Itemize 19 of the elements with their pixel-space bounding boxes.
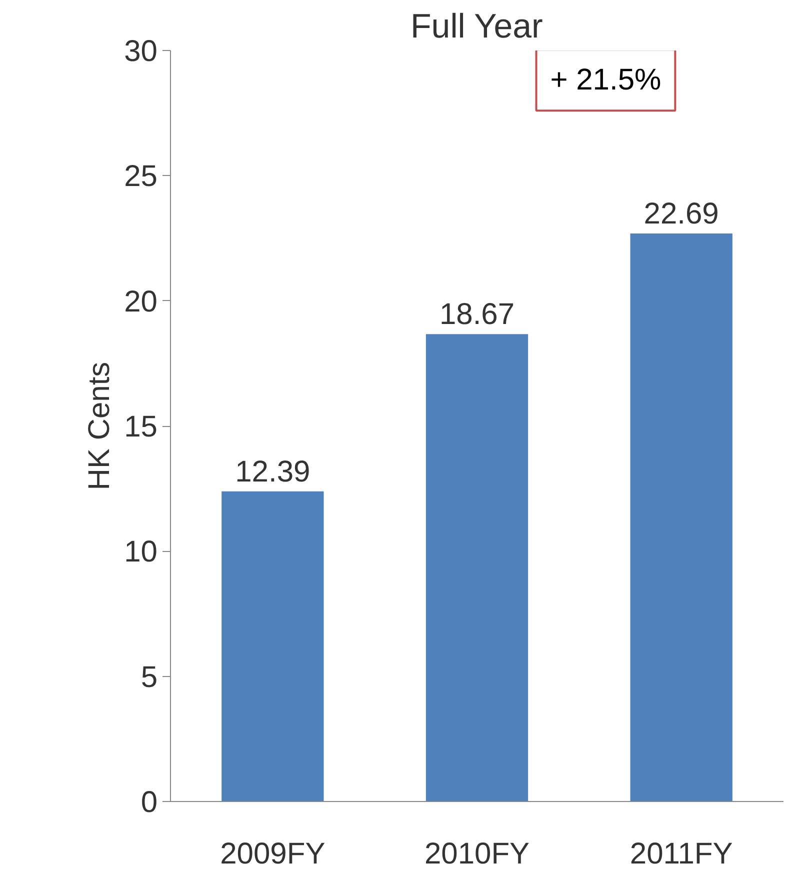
bar <box>222 491 324 802</box>
y-tick-label: 25 <box>124 160 158 194</box>
bar <box>630 233 732 802</box>
y-tick-label: 0 <box>140 786 158 819</box>
data-label: 18.67 <box>439 298 515 332</box>
y-tick-label: 10 <box>124 536 158 569</box>
x-tick-label: 2009FY <box>220 838 326 870</box>
y-axis-title: HK Cents <box>83 362 116 490</box>
y-tick-label: 30 <box>124 35 158 68</box>
x-tick-label: 2010FY <box>424 838 530 870</box>
x-tick-label: 2011FY <box>630 838 733 870</box>
bar <box>426 334 528 802</box>
y-tick-label: 20 <box>124 285 158 318</box>
chart-title: Full Year <box>410 8 543 46</box>
annotation: + 21.5% <box>550 64 662 97</box>
y-tick-label: 5 <box>140 660 158 694</box>
y-tick-label: 15 <box>124 410 158 444</box>
data-label: 12.39 <box>235 455 310 488</box>
data-label: 22.69 <box>644 197 719 230</box>
